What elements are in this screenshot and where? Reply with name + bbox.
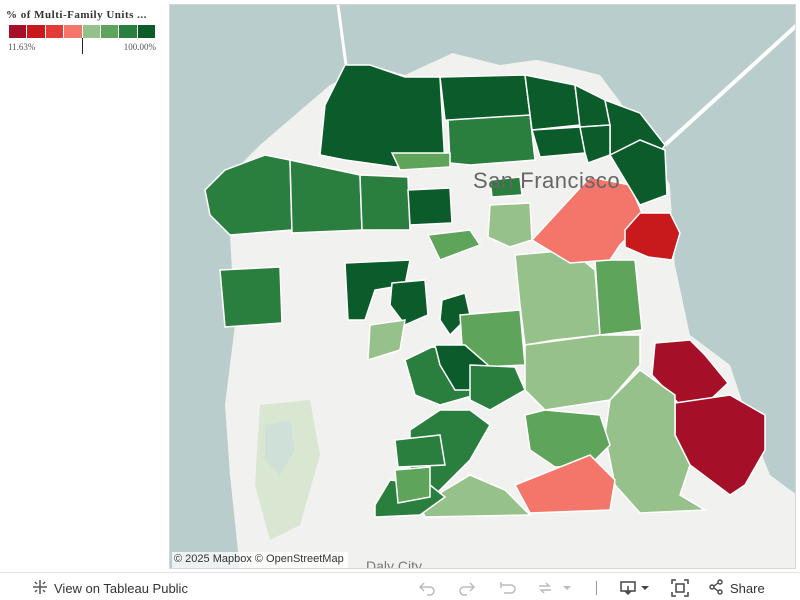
share-button[interactable]: Share <box>708 578 765 598</box>
bottom-city-label: Daly City <box>366 558 423 569</box>
neighborhood-haight[interactable] <box>426 229 482 261</box>
legend-swatch-8[interactable] <box>137 25 155 38</box>
neighborhood-sunset[interactable] <box>219 266 283 328</box>
neighborhood-chinatown[interactable] <box>579 124 611 164</box>
color-legend: % of Multi-Family Units ... 11.63% 100.0… <box>0 0 168 60</box>
neighborhood-lower-haight[interactable] <box>487 202 533 248</box>
neighborhood-richmond-central[interactable] <box>359 174 411 231</box>
choropleth-map[interactable]: San Francisco Daly City © 2025 Mapbox © … <box>169 4 796 569</box>
city-label: San Francisco <box>473 168 621 193</box>
lake-merced <box>265 420 295 475</box>
bay-bridge-road <box>663 24 795 147</box>
share-label: Share <box>730 580 765 596</box>
map-canvas[interactable] <box>170 5 796 569</box>
north-water <box>210 5 590 195</box>
legend-swatch-7[interactable] <box>119 25 138 38</box>
neighborhood-dogpatch[interactable] <box>651 339 730 406</box>
neighborhood-st-francis[interactable] <box>394 434 446 468</box>
legend-color-ramp[interactable] <box>8 24 156 39</box>
share-icon <box>708 578 724 598</box>
neighborhood-bernal-heights[interactable] <box>524 334 641 411</box>
ocean-water <box>170 5 240 568</box>
refresh-icon[interactable] <box>534 578 556 598</box>
neighborhood-pacific-heights[interactable] <box>390 152 451 171</box>
legend-swatch-2[interactable] <box>27 25 46 38</box>
legend-swatch-4[interactable] <box>64 25 83 38</box>
undo-icon[interactable] <box>416 578 438 598</box>
refresh-dropdown-chevron-icon[interactable] <box>560 578 574 598</box>
golden-gate-road <box>336 5 348 66</box>
neighborhood-twin-peaks-a[interactable] <box>389 279 429 326</box>
legend-midpoint-marker <box>82 38 83 54</box>
neighborhood-western-addition[interactable] <box>489 176 523 198</box>
toolbar-divider <box>596 581 597 595</box>
neighborhood-mission-bay[interactable] <box>624 212 681 261</box>
legend-swatch-6[interactable] <box>100 25 120 38</box>
neighborhood-cow-hollow[interactable] <box>447 114 536 166</box>
download-button[interactable] <box>618 578 652 598</box>
tableau-logo-icon <box>32 579 48 598</box>
neighborhood-visitacion-valley[interactable] <box>513 454 616 514</box>
neighborhood-ingleside[interactable] <box>394 466 431 504</box>
neighborhood-laurel-heights[interactable] <box>407 187 453 226</box>
neighborhood-mission[interactable] <box>514 249 601 346</box>
legend-title[interactable]: % of Multi-Family Units ... <box>6 9 147 21</box>
legend-max-label: 100.00% <box>123 42 156 52</box>
neighborhood-nob-hill[interactable] <box>531 126 586 158</box>
redo-icon[interactable] <box>456 578 478 598</box>
revert-icon[interactable] <box>496 578 518 598</box>
neighborhood-polygons[interactable] <box>204 64 766 518</box>
legend-swatch-1[interactable] <box>9 25 28 38</box>
neighborhood-inner-sunset[interactable] <box>344 259 411 321</box>
map-attribution[interactable]: © 2025 Mapbox © OpenStreetMap <box>172 552 348 568</box>
view-on-tableau-public-link[interactable]: View on Tableau Public <box>32 579 188 597</box>
neighborhood-excelsior[interactable] <box>524 409 611 468</box>
neighborhood-crocker-amazon[interactable] <box>419 474 532 518</box>
legend-swatch-3[interactable] <box>45 25 65 38</box>
neighborhood-potrero-hill[interactable] <box>594 259 643 336</box>
neighborhood-glen-park-a[interactable] <box>367 319 406 362</box>
neighborhood-financial-district[interactable] <box>608 139 668 206</box>
neighborhood-portola[interactable] <box>604 369 708 514</box>
view-on-tableau-public-label: View on Tableau Public <box>54 580 188 596</box>
fullscreen-icon[interactable] <box>669 578 691 598</box>
tableau-toolbar: View on Tableau Public <box>0 572 800 600</box>
legend-swatch-5[interactable] <box>82 25 101 38</box>
neighborhood-presidio[interactable] <box>319 64 446 168</box>
legend-min-label: 11.63% <box>8 42 36 52</box>
neighborhood-bernal-west[interactable] <box>469 364 526 411</box>
